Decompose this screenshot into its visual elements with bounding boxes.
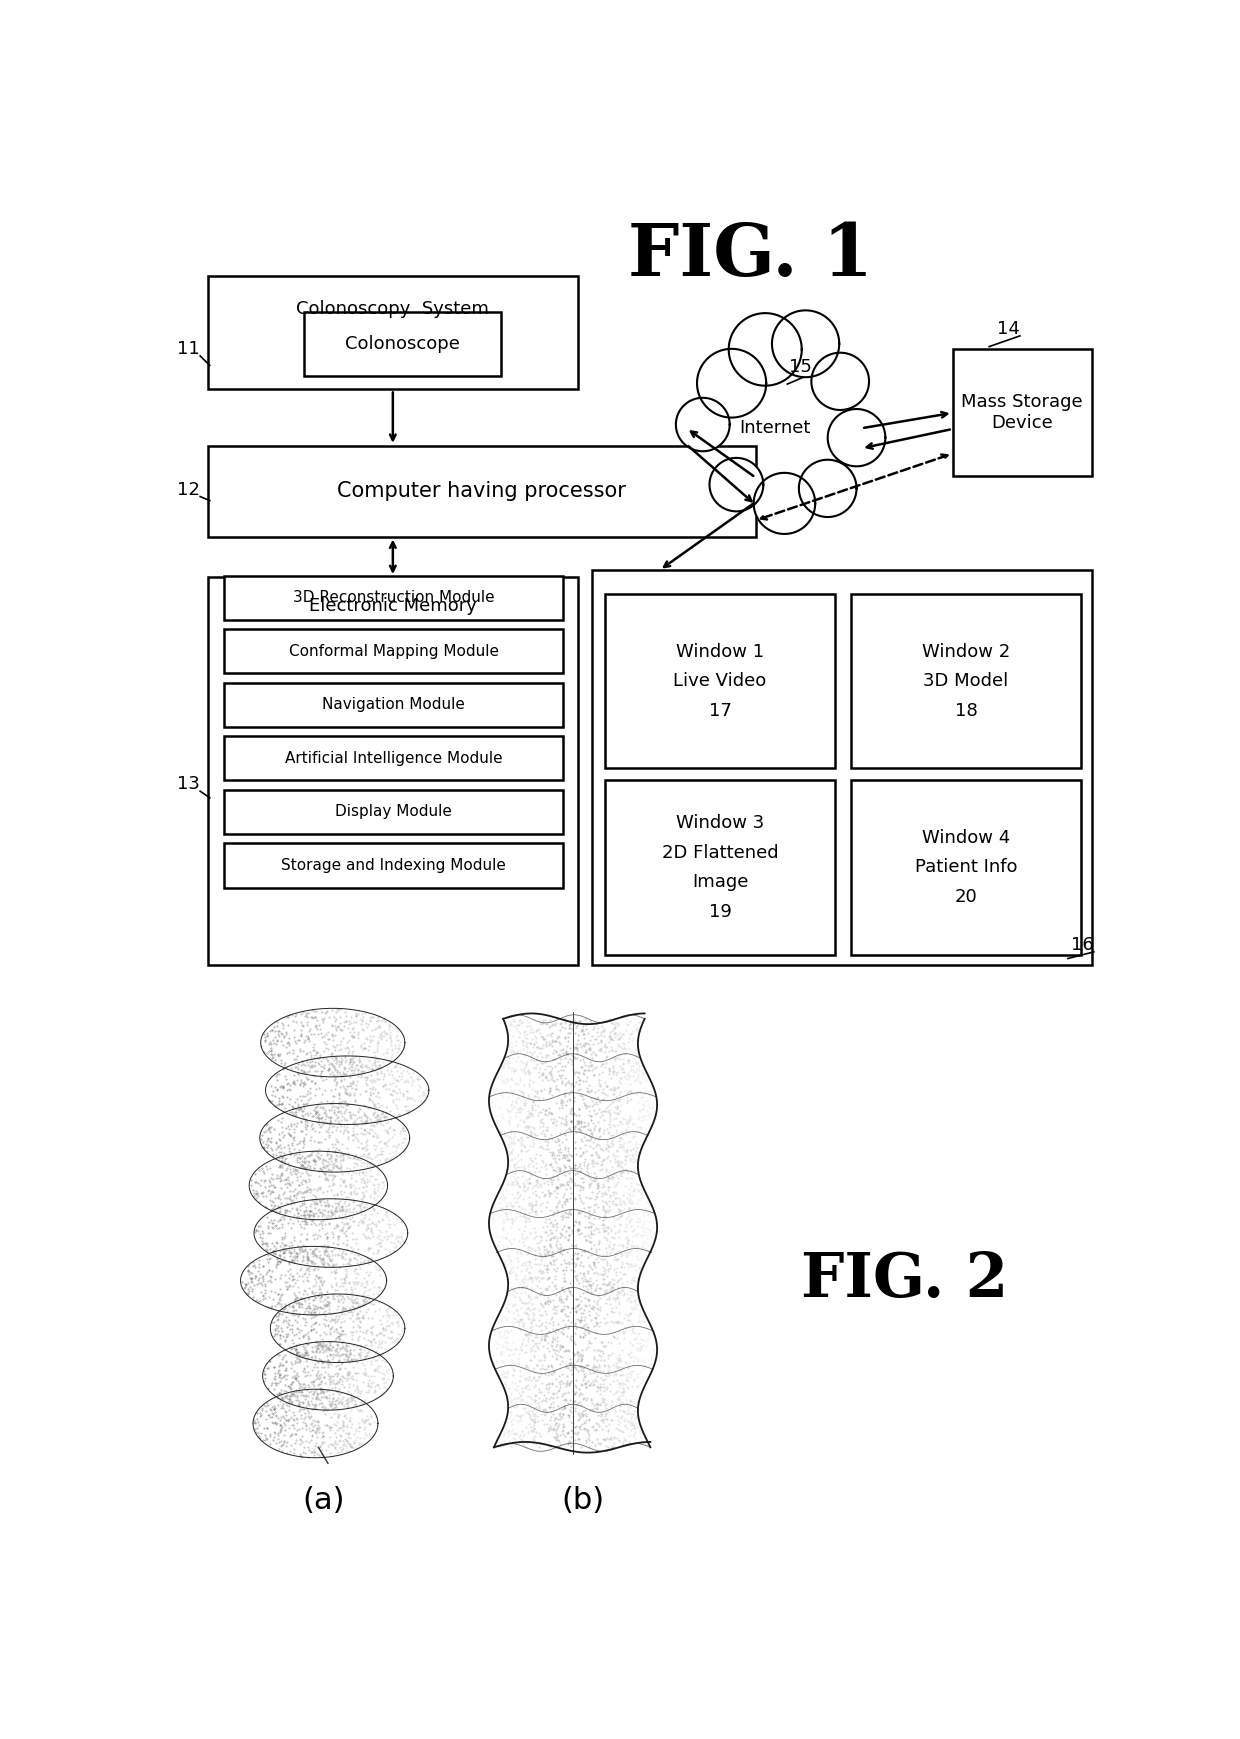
Text: Internet: Internet	[739, 419, 811, 436]
Bar	[224, 790, 563, 835]
Text: Mass Storage
Device: Mass Storage Device	[961, 393, 1083, 433]
Text: FIG. 1: FIG. 1	[629, 221, 873, 290]
Text: Navigation Module: Navigation Module	[322, 697, 465, 713]
Bar	[605, 781, 836, 955]
Text: (b): (b)	[560, 1487, 604, 1515]
Polygon shape	[709, 457, 764, 511]
Text: Storage and Indexing Module: Storage and Indexing Module	[281, 857, 506, 873]
Polygon shape	[773, 310, 839, 377]
Text: 18: 18	[955, 703, 977, 720]
Bar	[224, 736, 563, 781]
Bar	[224, 630, 563, 673]
Text: Computer having processor: Computer having processor	[337, 482, 626, 501]
Text: Electronic Memory: Electronic Memory	[309, 598, 477, 616]
Polygon shape	[828, 409, 885, 466]
Polygon shape	[697, 350, 766, 417]
Polygon shape	[676, 398, 729, 450]
Polygon shape	[811, 353, 869, 410]
Text: Live Video: Live Video	[673, 673, 766, 690]
Text: 11: 11	[177, 341, 200, 358]
Text: 19: 19	[708, 903, 732, 920]
Bar	[208, 445, 755, 537]
Bar	[605, 595, 836, 769]
Text: Patient Info: Patient Info	[915, 859, 1017, 876]
Text: Window 3: Window 3	[676, 814, 764, 833]
Text: 20: 20	[955, 889, 977, 906]
Bar	[224, 843, 563, 887]
Text: 14: 14	[997, 320, 1019, 337]
Text: 16: 16	[1071, 936, 1094, 955]
Text: 17: 17	[708, 703, 732, 720]
Bar	[208, 277, 578, 390]
Bar	[952, 350, 1092, 476]
Text: Window 1: Window 1	[676, 643, 764, 661]
Polygon shape	[754, 473, 815, 534]
Bar	[208, 577, 578, 965]
Text: (a): (a)	[301, 1487, 345, 1515]
Bar	[224, 576, 563, 619]
Text: Colonoscope: Colonoscope	[345, 336, 460, 353]
Text: Display Module: Display Module	[335, 805, 453, 819]
Text: 12: 12	[177, 482, 200, 499]
Text: Image: Image	[692, 873, 748, 890]
Bar	[851, 595, 1081, 769]
Polygon shape	[729, 313, 802, 386]
Text: 3D Model: 3D Model	[924, 673, 1008, 690]
Bar	[304, 311, 501, 376]
Bar	[593, 570, 1092, 965]
Text: 2D Flattened: 2D Flattened	[662, 843, 779, 863]
Text: Window 2: Window 2	[923, 643, 1011, 661]
Text: Window 4: Window 4	[923, 830, 1011, 847]
Text: 13: 13	[177, 776, 200, 793]
Text: 3D Reconstruction Module: 3D Reconstruction Module	[293, 590, 495, 605]
Text: 15: 15	[790, 358, 812, 376]
Polygon shape	[799, 459, 857, 516]
Bar	[851, 781, 1081, 955]
Text: Artificial Intelligence Module: Artificial Intelligence Module	[285, 751, 502, 765]
Text: Colonoscopy  System: Colonoscopy System	[296, 301, 490, 318]
Bar	[224, 683, 563, 727]
Text: Conformal Mapping Module: Conformal Mapping Module	[289, 643, 498, 659]
Text: FIG. 2: FIG. 2	[801, 1250, 1008, 1309]
